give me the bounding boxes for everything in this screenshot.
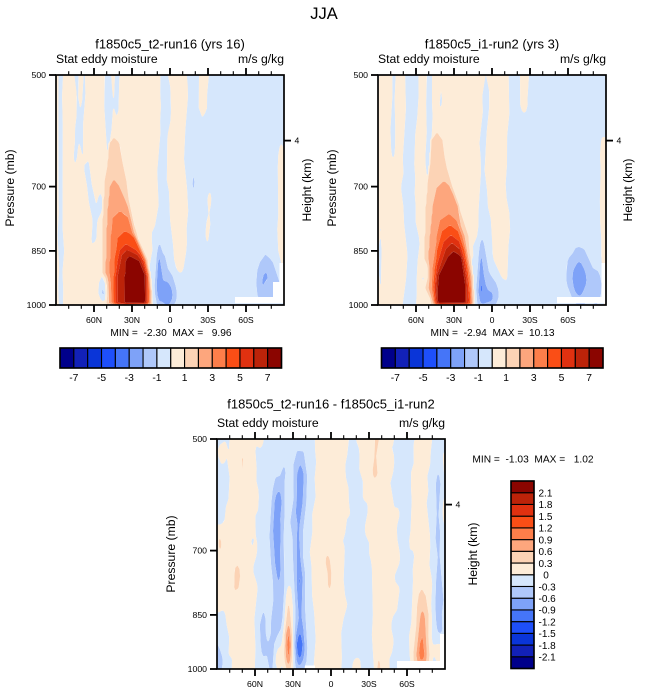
svg-text:-3: -3 — [125, 373, 134, 384]
svg-text:1000: 1000 — [349, 300, 368, 310]
svg-text:Pressure (mb): Pressure (mb) — [325, 149, 339, 226]
svg-text:60S: 60S — [238, 315, 254, 325]
svg-text:m/s g/kg: m/s g/kg — [560, 52, 606, 66]
svg-text:850: 850 — [354, 246, 369, 256]
svg-text:m/s g/kg: m/s g/kg — [238, 52, 284, 66]
svg-text:-1.8: -1.8 — [539, 641, 557, 652]
svg-text:f1850c5_t2-run16 (yrs 16): f1850c5_t2-run16 (yrs 16) — [95, 37, 245, 52]
svg-text:Pressure (mb): Pressure (mb) — [164, 515, 178, 592]
svg-text:30S: 30S — [522, 315, 538, 325]
svg-text:-7: -7 — [391, 373, 400, 384]
svg-text:0: 0 — [329, 679, 334, 689]
svg-text:1: 1 — [182, 373, 188, 384]
svg-text:0.6: 0.6 — [539, 547, 553, 558]
svg-text:-1.5: -1.5 — [539, 629, 557, 640]
svg-text:JJA: JJA — [310, 5, 338, 23]
svg-text:-1.2: -1.2 — [539, 617, 557, 628]
svg-text:500: 500 — [32, 70, 47, 80]
svg-text:60N: 60N — [247, 679, 263, 689]
svg-text:0: 0 — [168, 315, 173, 325]
svg-text:700: 700 — [193, 546, 208, 556]
svg-text:f1850c5_t2-run16 - f1850c5_i1-: f1850c5_t2-run16 - f1850c5_i1-run2 — [227, 397, 434, 412]
svg-text:-0.3: -0.3 — [539, 582, 557, 593]
svg-text:4: 4 — [456, 500, 461, 510]
svg-text:0.9: 0.9 — [539, 535, 553, 546]
svg-text:500: 500 — [193, 434, 208, 444]
svg-text:60S: 60S — [560, 315, 576, 325]
svg-text:850: 850 — [193, 610, 208, 620]
svg-text:60S: 60S — [399, 679, 415, 689]
svg-text:3: 3 — [531, 373, 537, 384]
svg-text:2.1: 2.1 — [539, 489, 553, 500]
svg-text:-7: -7 — [69, 373, 78, 384]
svg-text:-1: -1 — [152, 373, 161, 384]
svg-text:Stat eddy moisture: Stat eddy moisture — [217, 416, 319, 430]
svg-text:Stat eddy moisture: Stat eddy moisture — [378, 52, 480, 66]
svg-text:5: 5 — [559, 373, 565, 384]
svg-text:Height (km): Height (km) — [466, 523, 480, 586]
svg-text:30S: 30S — [361, 679, 377, 689]
svg-text:m/s g/kg: m/s g/kg — [399, 416, 445, 430]
svg-text:1: 1 — [503, 373, 509, 384]
svg-text:-0.9: -0.9 — [539, 606, 557, 617]
svg-text:30N: 30N — [446, 315, 462, 325]
svg-text:700: 700 — [32, 182, 47, 192]
svg-text:0: 0 — [543, 571, 549, 582]
svg-text:700: 700 — [354, 182, 369, 192]
svg-text:3: 3 — [209, 373, 215, 384]
svg-text:-3: -3 — [446, 373, 455, 384]
svg-text:-5: -5 — [418, 373, 427, 384]
svg-text:1.8: 1.8 — [539, 500, 553, 511]
svg-text:0: 0 — [490, 315, 495, 325]
svg-text:Height (km): Height (km) — [621, 159, 635, 222]
svg-text:7: 7 — [265, 373, 271, 384]
svg-text:30N: 30N — [285, 679, 301, 689]
svg-text:500: 500 — [354, 70, 369, 80]
svg-text:60N: 60N — [86, 315, 102, 325]
svg-text:7: 7 — [586, 373, 592, 384]
svg-text:0.3: 0.3 — [539, 559, 553, 570]
svg-text:-0.6: -0.6 — [539, 594, 557, 605]
svg-text:1.2: 1.2 — [539, 524, 553, 535]
svg-text:5: 5 — [237, 373, 243, 384]
svg-text:1000: 1000 — [27, 300, 46, 310]
svg-text:850: 850 — [32, 246, 47, 256]
svg-text:Height (km): Height (km) — [300, 159, 314, 222]
svg-text:-2.1: -2.1 — [539, 653, 557, 664]
svg-text:MIN = -2.94 MAX = 10.13: MIN = -2.94 MAX = 10.13 — [430, 328, 554, 339]
svg-text:-5: -5 — [97, 373, 106, 384]
svg-text:MIN = -1.03 MAX = 1.02: MIN = -1.03 MAX = 1.02 — [472, 455, 594, 466]
svg-text:Pressure (mb): Pressure (mb) — [3, 149, 17, 226]
svg-text:30S: 30S — [200, 315, 216, 325]
svg-text:4: 4 — [617, 136, 622, 146]
svg-text:60N: 60N — [408, 315, 424, 325]
svg-text:1000: 1000 — [188, 664, 207, 674]
svg-text:f1850c5_i1-run2 (yrs 3): f1850c5_i1-run2 (yrs 3) — [425, 37, 559, 52]
svg-text:4: 4 — [295, 136, 300, 146]
svg-text:Stat eddy moisture: Stat eddy moisture — [56, 52, 158, 66]
svg-text:30N: 30N — [124, 315, 140, 325]
svg-text:-1: -1 — [474, 373, 483, 384]
svg-text:1.5: 1.5 — [539, 512, 553, 523]
svg-text:MIN = -2.30 MAX = 9.96: MIN = -2.30 MAX = 9.96 — [110, 328, 232, 339]
